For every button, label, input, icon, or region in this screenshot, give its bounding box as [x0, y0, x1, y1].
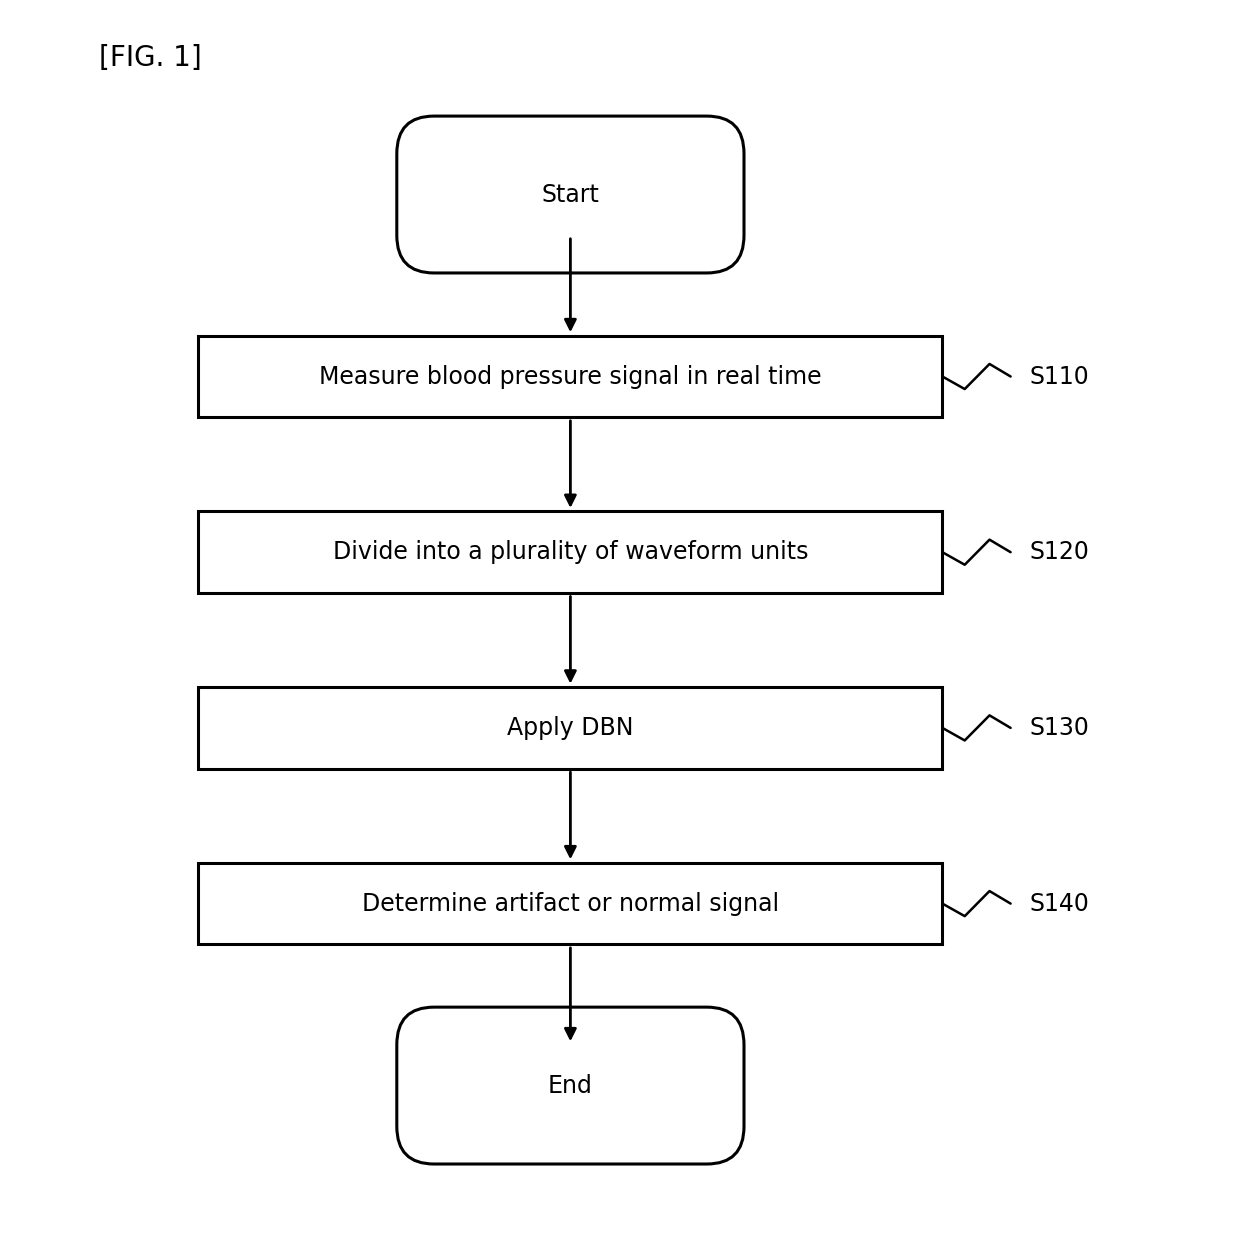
Text: Divide into a plurality of waveform units: Divide into a plurality of waveform unit… — [332, 540, 808, 565]
Text: Measure blood pressure signal in real time: Measure blood pressure signal in real ti… — [319, 364, 822, 389]
Text: Start: Start — [542, 182, 599, 207]
Text: S130: S130 — [1029, 715, 1089, 740]
FancyBboxPatch shape — [397, 117, 744, 274]
Text: S110: S110 — [1029, 364, 1089, 389]
Text: S120: S120 — [1029, 540, 1089, 565]
Bar — [198, 688, 942, 768]
Text: Determine artifact or normal signal: Determine artifact or normal signal — [362, 891, 779, 916]
Text: [FIG. 1]: [FIG. 1] — [99, 44, 202, 72]
Bar — [198, 863, 942, 945]
Text: End: End — [548, 1073, 593, 1098]
FancyBboxPatch shape — [397, 1007, 744, 1165]
Text: S140: S140 — [1029, 891, 1089, 916]
Bar — [198, 512, 942, 594]
Text: Apply DBN: Apply DBN — [507, 715, 634, 740]
Bar — [198, 336, 942, 418]
